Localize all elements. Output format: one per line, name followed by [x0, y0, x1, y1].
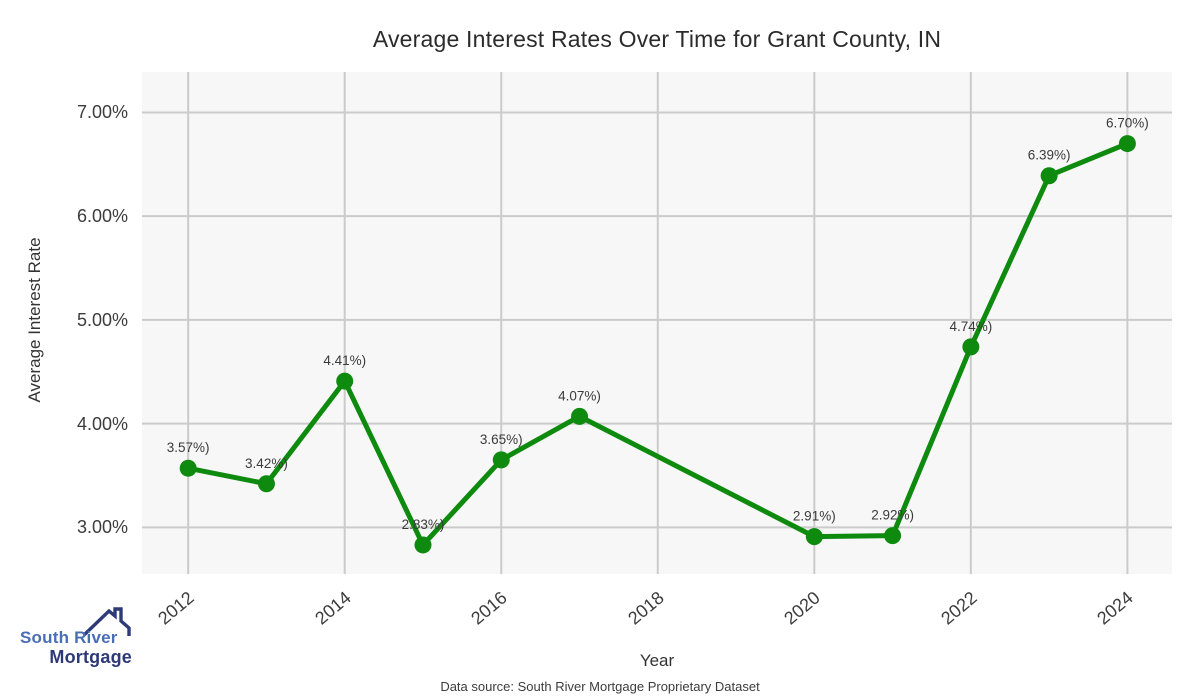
- x-tick-label: 2016: [467, 587, 511, 629]
- data-point-label: 4.41%): [323, 353, 366, 368]
- data-point: [805, 528, 823, 546]
- data-point-label: 4.74%): [949, 319, 992, 334]
- data-point: [884, 527, 902, 545]
- data-point-label: 6.39%): [1028, 148, 1071, 163]
- data-point: [179, 459, 197, 477]
- x-tick-label: 2012: [154, 587, 198, 629]
- chart-title: Average Interest Rates Over Time for Gra…: [372, 26, 942, 52]
- x-tick-label: 2014: [310, 587, 355, 629]
- logo: South River Mortgage: [20, 606, 134, 670]
- x-tick-label: 2020: [780, 587, 825, 629]
- y-tick-label: 6.00%: [76, 206, 128, 227]
- data-point-label: 6.70%): [1106, 116, 1149, 131]
- data-point-label: 4.07%): [558, 388, 601, 403]
- data-point: [257, 475, 275, 493]
- house-roof-icon: [82, 607, 131, 637]
- x-tick-label: 2024: [1093, 587, 1138, 629]
- data-point: [1040, 167, 1058, 185]
- y-tick-label: 7.00%: [76, 102, 128, 123]
- data-point-label: 3.57%): [167, 440, 210, 455]
- line-chart: 3.57%) 3.42%) 4.41%) 2.83%) 3.65%) 4.07%) 2.91…: [142, 72, 1172, 574]
- logo-text-mortgage: Mortgage: [49, 647, 132, 667]
- data-point-label: 2.91%): [793, 509, 836, 524]
- x-tick-label: 2022: [937, 587, 981, 629]
- x-axis-title: Year: [639, 651, 675, 670]
- data-source-note: Data source: South River Mortgage Propri…: [440, 679, 760, 694]
- data-point-label: 3.42%): [245, 456, 288, 471]
- logo-text-south-river: South River: [20, 628, 118, 647]
- y-tick-label: 4.00%: [76, 413, 128, 434]
- data-point: [1118, 135, 1136, 153]
- data-point: [336, 372, 354, 390]
- plot-area: 3.57%) 3.42%) 4.41%) 2.83%) 3.65%) 4.07%) 2.91…: [142, 72, 1172, 574]
- data-point: [492, 451, 510, 469]
- data-point: [571, 407, 589, 425]
- y-tick-label: 3.00%: [76, 517, 128, 538]
- data-point: [962, 338, 980, 356]
- data-point-label: 3.65%): [480, 432, 523, 447]
- data-point-label: 2.92%): [871, 508, 914, 523]
- x-tick-label: 2018: [624, 587, 668, 629]
- data-point-label: 2.83%): [402, 517, 445, 532]
- y-tick-label: 5.00%: [76, 309, 128, 330]
- data-point: [414, 536, 432, 554]
